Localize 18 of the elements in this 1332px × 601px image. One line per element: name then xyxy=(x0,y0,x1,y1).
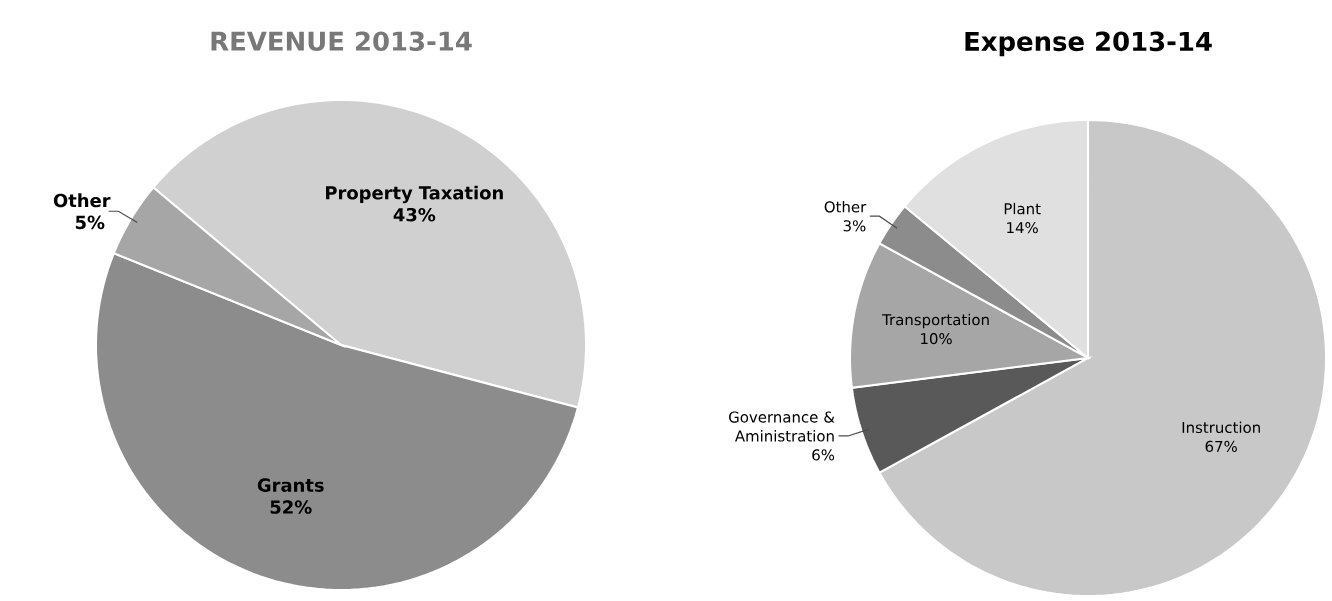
data-label: 14% xyxy=(1007,221,1038,234)
data-label: 10% xyxy=(921,332,952,345)
slice-label: Grants xyxy=(257,478,324,492)
data-label: 43% xyxy=(393,207,436,222)
data-label: 5% xyxy=(75,215,105,230)
slice-label: Property Taxation xyxy=(326,185,503,204)
data-label: 3% xyxy=(843,220,866,232)
chart-title: REVENUE 2013-14 xyxy=(211,31,472,51)
slice-label: Transportation xyxy=(882,313,989,329)
chart-title: Expense 2013-14 xyxy=(965,31,1212,57)
slice-label: Instruction xyxy=(1182,421,1260,434)
data-label: 6% xyxy=(812,449,835,461)
data-label: 52% xyxy=(270,500,312,514)
slice-label: Governance & Aministration xyxy=(729,411,835,442)
slice-label: Other xyxy=(53,193,111,208)
data-label: 67% xyxy=(1205,440,1237,452)
slice-label: Other xyxy=(824,200,867,213)
slice-label: Plant xyxy=(1004,202,1041,215)
